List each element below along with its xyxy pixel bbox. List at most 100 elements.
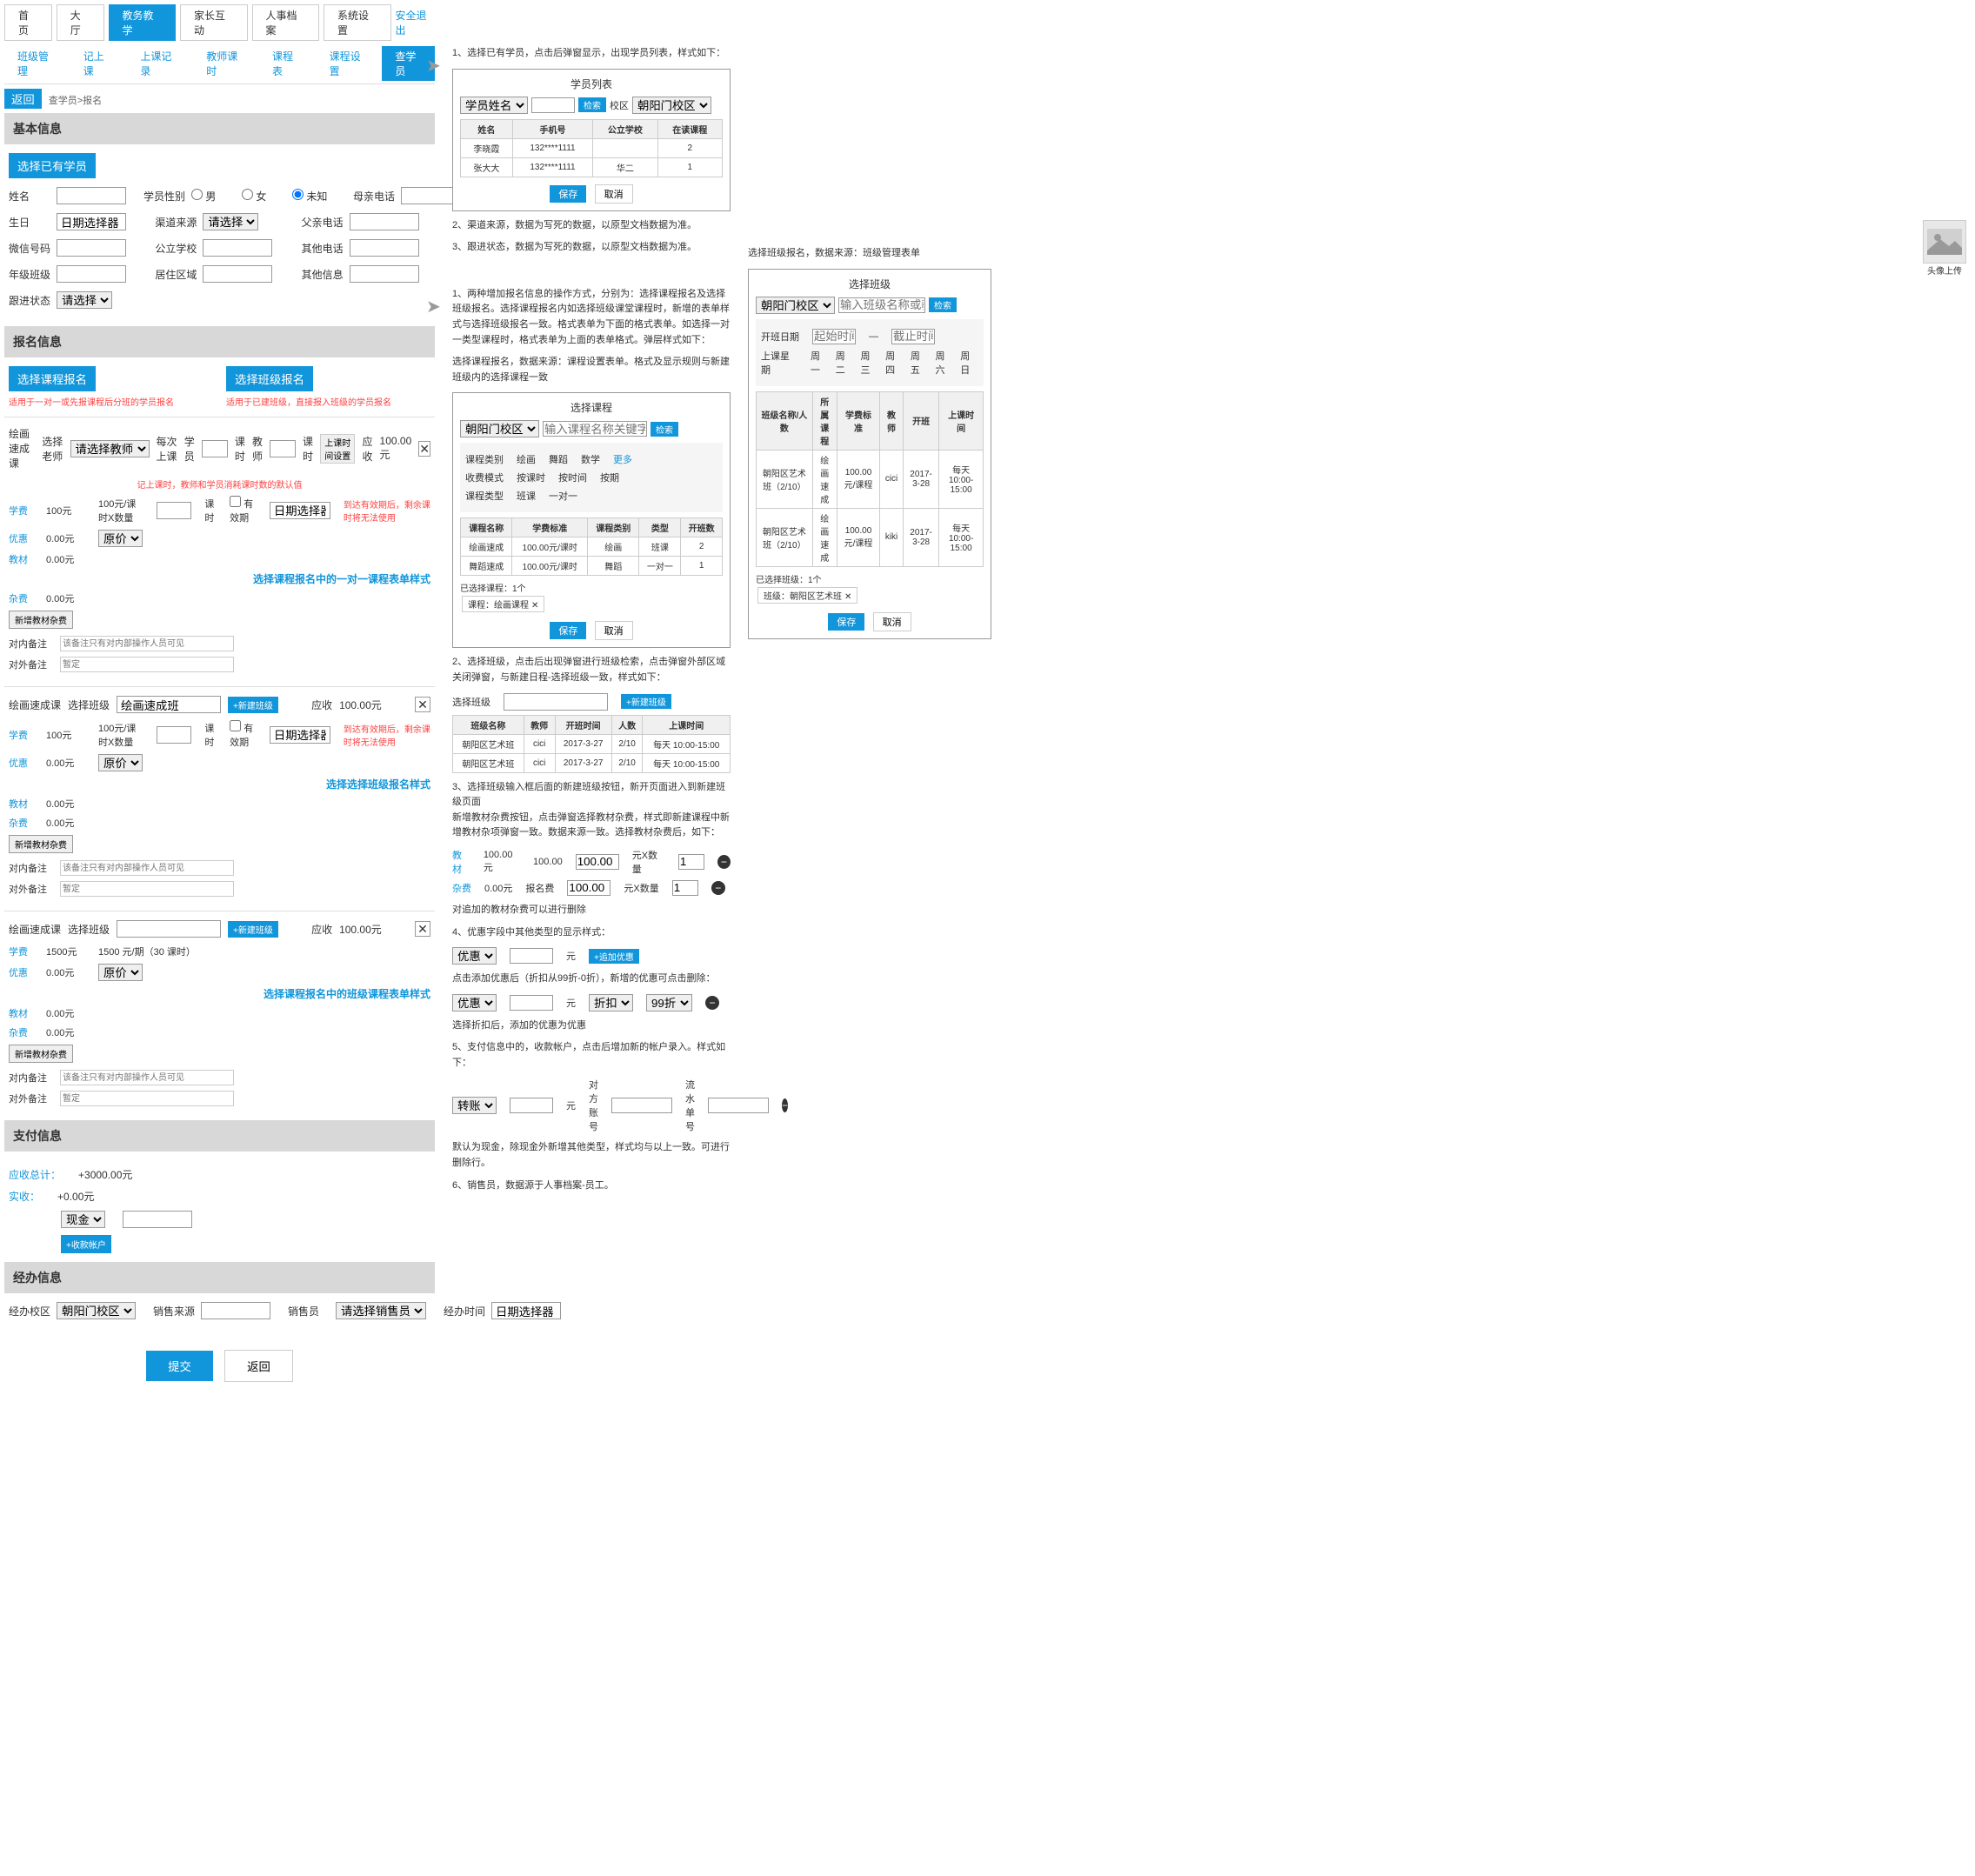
tab-hr[interactable]: 人事档案 [252,4,320,41]
school-input[interactable] [203,239,272,257]
avatar-upload[interactable] [1923,220,1966,264]
handle-campus-sel[interactable]: 朝阳门校区 [57,1302,136,1319]
class-start-inp[interactable] [812,329,856,344]
class-search-inp[interactable] [838,297,925,313]
disc2-sel1[interactable]: 优惠 [452,994,497,1011]
payrow-del-icon[interactable]: − [782,1098,788,1112]
student-save-btn[interactable]: 保存 [550,185,586,203]
add-account-btn[interactable]: +收款帐户 [61,1235,111,1253]
payrow-serial[interactable] [708,1098,769,1113]
course2-disc-sel[interactable]: 原价 [98,754,143,771]
course-campus-sel[interactable]: 朝阳门校区 [460,420,539,437]
chip-close-icon[interactable]: ✕ [844,592,851,602]
course-cancel-btn[interactable]: 取消 [595,621,633,640]
chip-close-icon[interactable]: ✕ [531,601,538,611]
student-search-btn[interactable]: 检索 [578,97,606,112]
class-sel-inp[interactable] [504,693,608,711]
radio-unknown[interactable]: 未知 [292,189,336,204]
class-end-inp[interactable] [891,329,935,344]
disc2-val[interactable]: 99折 [646,994,692,1011]
birth-input[interactable] [57,213,126,230]
radio-female[interactable]: 女 [242,189,285,204]
grade-input[interactable] [57,265,126,283]
course2-exp-chk[interactable]: 有效期 [230,720,257,749]
channel-select[interactable]: 请选择 [203,213,258,230]
disc2-sel2[interactable]: 折扣 [589,994,633,1011]
subtab-schedule[interactable]: 课程表 [259,46,312,81]
mat-del-icon[interactable]: − [717,855,731,869]
course3-misc-btn[interactable]: 新增教材杂费 [9,1045,73,1063]
class-campus-sel[interactable]: 朝阳门校区 [756,297,835,314]
course1-remark-out[interactable] [60,657,234,672]
course3-newclass-btn[interactable]: +新建班级 [228,921,278,938]
pay-method-sel[interactable]: 现金 [61,1211,105,1228]
back-button[interactable]: 返回 [4,89,42,109]
class-search-btn[interactable]: 检索 [929,297,957,312]
course1-misc-btn[interactable]: 新增教材杂费 [9,611,73,629]
tab-edu[interactable]: 教务教学 [109,4,177,41]
handle-source-inp[interactable] [201,1302,270,1319]
course2-class-inp[interactable] [117,696,221,713]
student-campus-sel[interactable]: 朝阳门校区 [632,97,711,114]
course-search-inp[interactable] [543,421,647,437]
mat-price-inp[interactable] [576,854,619,870]
name-input[interactable] [57,187,126,204]
course1-close-icon[interactable]: ✕ [418,441,430,457]
payrow-sel[interactable]: 转账 [452,1097,497,1114]
misc-del-icon[interactable]: − [711,881,725,895]
handle-sales-sel[interactable]: 请选择销售员 [336,1302,426,1319]
subtab-record[interactable]: 上课记录 [127,46,189,81]
father-input[interactable] [350,213,419,230]
disc1-inp[interactable] [510,948,553,964]
course1-time-btn[interactable]: 上课时间设置 [320,434,355,464]
class-sel-new-btn[interactable]: +新建班级 [621,694,671,709]
tab-sys[interactable]: 系统设置 [324,4,391,41]
class-save-btn[interactable]: 保存 [828,613,864,631]
cancel-button[interactable]: 返回 [224,1350,293,1382]
subtab-attend[interactable]: 记上课 [70,46,123,81]
status-select[interactable]: 请选择 [57,291,112,309]
enroll-course-button[interactable]: 选择课程报名 [9,366,96,391]
course2-remark-in[interactable] [60,860,234,876]
course2-misc-btn[interactable]: 新增教材杂费 [9,835,73,853]
tab-parent[interactable]: 家长互动 [180,4,248,41]
course3-remark-in[interactable] [60,1070,234,1085]
student-search-inp[interactable] [531,97,575,113]
course1-tch-inp[interactable] [270,440,296,457]
disc-add-btn[interactable]: +追加优惠 [589,949,639,964]
course3-close-icon[interactable]: ✕ [415,921,430,937]
class-cancel-btn[interactable]: 取消 [873,612,911,631]
misc-qty-inp[interactable] [672,880,698,896]
submit-button[interactable]: 提交 [146,1351,213,1381]
course2-remark-out[interactable] [60,881,234,897]
payrow-acct[interactable] [611,1098,672,1113]
course1-remark-in[interactable] [60,636,234,651]
enroll-class-button[interactable]: 选择班级报名 [226,366,313,391]
course3-remark-out[interactable] [60,1091,234,1106]
subtab-course[interactable]: 课程设置 [317,46,378,81]
payrow-amt[interactable] [510,1098,553,1113]
student-cancel-btn[interactable]: 取消 [595,184,633,204]
course1-disc-sel[interactable]: 原价 [98,530,143,547]
subtab-teacher[interactable]: 教师课时 [193,46,255,81]
tab-home[interactable]: 首页 [4,4,52,41]
course-save-btn[interactable]: 保存 [550,622,586,639]
course1-exp-chk[interactable]: 有效期 [230,496,257,524]
course2-close-icon[interactable]: ✕ [415,697,430,712]
wechat-input[interactable] [57,239,126,257]
choose-student-button[interactable]: 选择已有学员 [9,153,96,178]
course1-teacher-sel[interactable]: 请选择教师 [70,440,150,457]
course1-exp-inp[interactable] [270,502,330,519]
disc2-inp[interactable] [510,995,553,1011]
course-search-btn[interactable]: 检索 [651,422,678,437]
misc-price-inp[interactable] [567,880,611,896]
course3-class-inp[interactable] [117,920,221,938]
course2-newclass-btn[interactable]: +新建班级 [228,697,278,713]
disc1-sel[interactable]: 优惠 [452,947,497,965]
logout-link[interactable]: 安全退出 [396,8,436,37]
tab-hall[interactable]: 大厅 [57,4,104,41]
other-tel-input[interactable] [350,239,419,257]
subtab-class[interactable]: 班级管理 [4,46,66,81]
course2-exp-inp[interactable] [270,726,330,744]
mat-qty-inp[interactable] [678,854,704,870]
